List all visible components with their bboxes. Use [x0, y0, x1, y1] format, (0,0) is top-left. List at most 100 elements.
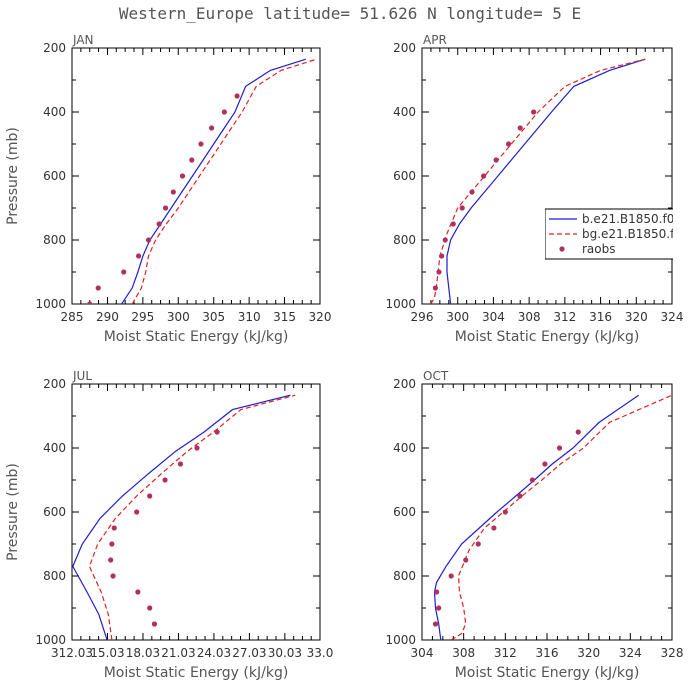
raobs-point	[179, 173, 186, 179]
raobs-point	[109, 541, 115, 547]
series-line-dashed	[430, 58, 646, 304]
y-tick-label: 200	[43, 377, 66, 391]
x-tick-label: 285	[61, 310, 84, 324]
raobs-point	[121, 269, 127, 275]
y-tick-label: 200	[43, 41, 66, 55]
x-tick-label: 312	[494, 646, 517, 660]
y-tick-label: 1000	[385, 633, 416, 647]
raobs-point	[189, 157, 195, 163]
x-tick-label: 308	[452, 646, 475, 660]
raobs-point	[433, 589, 440, 595]
x-tick-label: 312	[553, 310, 576, 324]
plot-frame	[421, 383, 673, 641]
x-tick-label: 33.0	[307, 646, 334, 660]
raobs-point	[110, 573, 116, 579]
y-tick-label: 200	[393, 377, 416, 391]
raobs-point	[170, 189, 176, 195]
y-tick-label: 800	[393, 233, 416, 247]
panel-apr: APR 296 300 304 308 312 316 320 324 200 400 600 800 1…	[385, 33, 683, 345]
panel-oct: OCT 304 308 312 316 320 324 328 200 400 600 800 1000…	[385, 369, 683, 681]
raobs-point	[432, 285, 438, 291]
legend-marker-dot	[559, 246, 565, 252]
raobs-point	[135, 589, 141, 595]
raobs-point	[436, 605, 442, 611]
x-tick-label: 290	[96, 310, 119, 324]
x-tick-label: 320	[625, 310, 648, 324]
x-tick-label: 324	[661, 310, 684, 324]
panel-label: OCT	[423, 369, 449, 383]
raobs-point	[493, 157, 499, 163]
y-tick-label: 1000	[385, 297, 416, 311]
y-tick-label: 800	[393, 569, 416, 583]
y-tick-label: 600	[43, 505, 66, 519]
x-tick-label: 320	[309, 310, 332, 324]
raobs-point	[145, 237, 152, 243]
x-axis-label: Moist Static Energy (kJ/kg)	[104, 665, 289, 681]
y-tick-label: 1000	[35, 633, 66, 647]
x-tick-label: 308	[518, 310, 541, 324]
data-area	[72, 394, 296, 640]
legend-label: bg.e21.B1850.f0	[582, 227, 682, 241]
raobs-point	[469, 189, 475, 195]
panel-label: APR	[423, 33, 447, 47]
series-line-solid	[121, 58, 306, 304]
series-line-dashed	[88, 394, 296, 640]
raobs-point	[162, 477, 168, 483]
y-tick-label: 600	[393, 169, 416, 183]
series-line-solid	[446, 58, 646, 304]
y-axis-label: Pressure (mb)	[5, 463, 21, 561]
plot-frame	[71, 47, 321, 305]
raobs-point	[147, 605, 153, 611]
raobs-point	[481, 173, 487, 179]
raobs-point	[448, 573, 454, 579]
raobs-point	[194, 445, 200, 451]
y-tick-label: 400	[43, 441, 66, 455]
x-tick-label: 304	[411, 646, 434, 660]
series-line-solid	[433, 394, 640, 640]
series-line-dashed	[450, 394, 672, 640]
raobs-point	[108, 557, 114, 563]
panel-label: JUL	[72, 369, 92, 383]
raobs-point	[87, 301, 93, 304]
x-tick-label: 24.03	[197, 646, 231, 660]
raobs-point	[221, 109, 227, 115]
raobs-point	[432, 621, 439, 627]
raobs-point	[177, 461, 184, 467]
raobs-point	[575, 429, 581, 435]
raobs-point	[151, 621, 158, 627]
x-tick-label: 21.03	[161, 646, 195, 660]
y-tick-label: 200	[393, 41, 416, 55]
x-tick-label: 300	[446, 310, 469, 324]
raobs-point	[436, 269, 442, 275]
panels-container: JAN 285 290 295 300 305 310 315 320 200 400 600 800 1…	[5, 33, 683, 681]
figure-title: Western_Europe latitude= 51.626 N longit…	[119, 4, 581, 23]
y-tick-label: 800	[43, 569, 66, 583]
series-line-solid	[72, 394, 291, 640]
series-line-dashed	[131, 58, 317, 304]
y-axis-label: Pressure (mb)	[5, 127, 21, 225]
x-tick-label: 315	[273, 310, 296, 324]
x-tick-label: 30.03	[268, 646, 302, 660]
x-tick-label: 296	[411, 310, 434, 324]
x-tick-label: 304	[482, 310, 505, 324]
raobs-point	[147, 493, 153, 499]
x-tick-label: 15.03	[90, 646, 124, 660]
y-tick-label: 600	[393, 505, 416, 519]
x-tick-label: 310	[238, 310, 261, 324]
plot-frame	[421, 47, 673, 305]
raobs-point	[136, 253, 142, 259]
raobs-point	[198, 141, 204, 147]
x-tick-label: 305	[202, 310, 225, 324]
legend-box	[545, 208, 673, 260]
raobs-point	[459, 205, 465, 211]
y-tick-label: 1000	[35, 297, 66, 311]
x-tick-label: 316	[536, 646, 559, 660]
data-area	[432, 394, 672, 640]
x-axis-label: Moist Static Energy (kJ/kg)	[455, 329, 640, 345]
x-tick-label: 320	[577, 646, 600, 660]
data-area	[87, 58, 317, 304]
raobs-point	[506, 141, 512, 147]
raobs-point	[450, 221, 456, 227]
